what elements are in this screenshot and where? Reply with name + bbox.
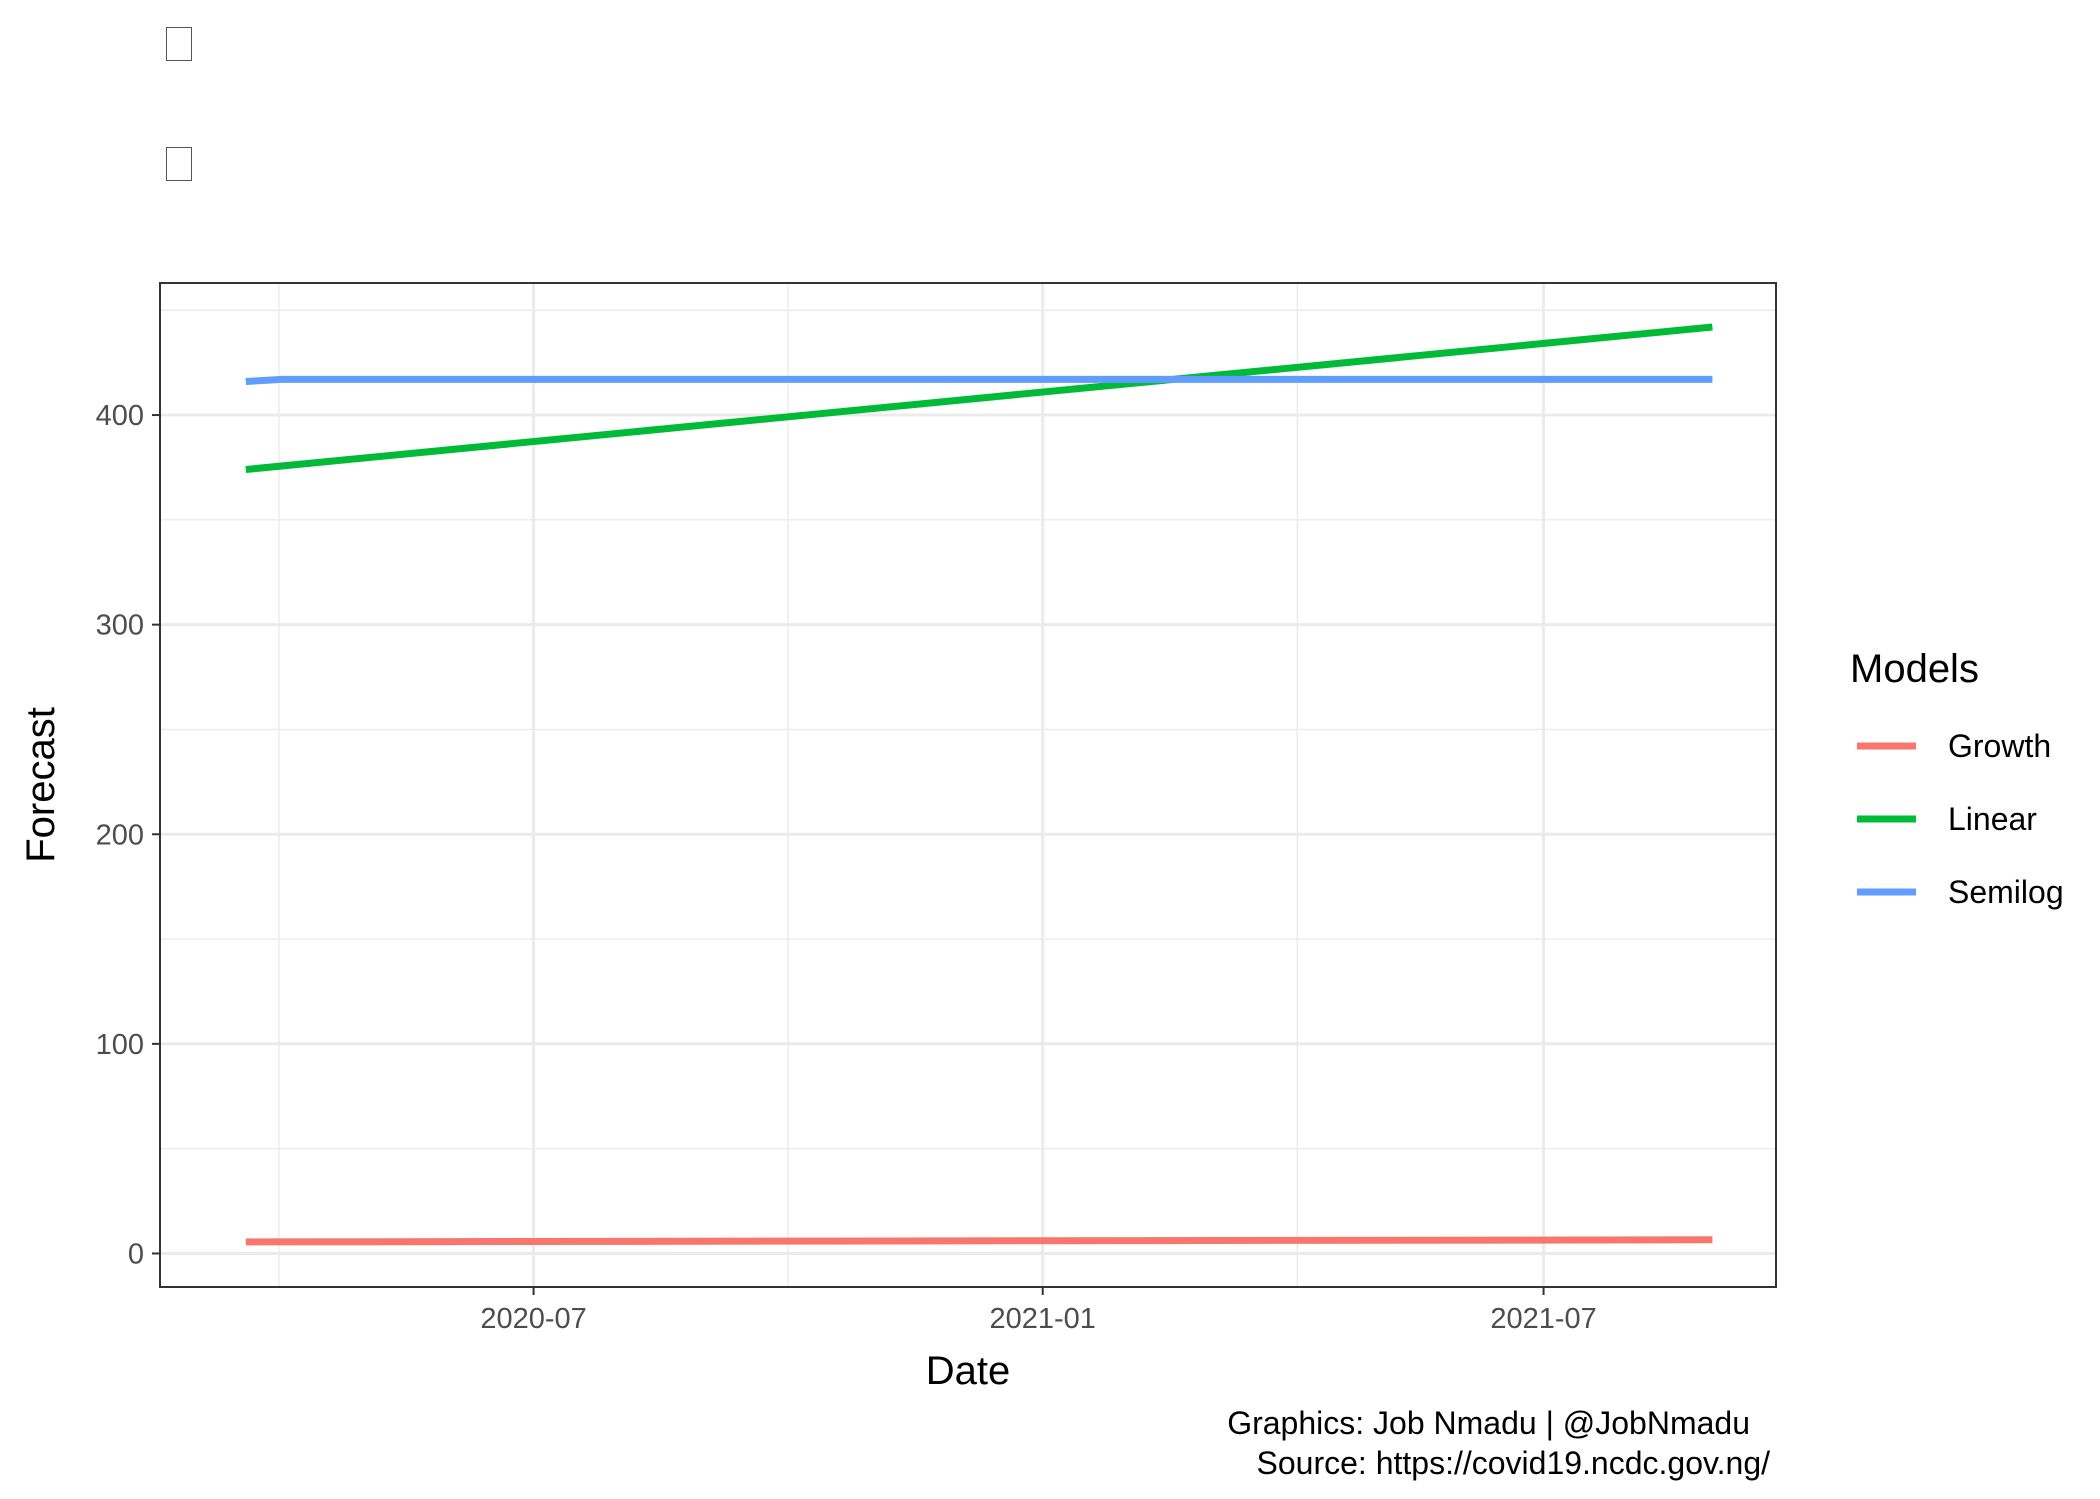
series-line-semilog <box>245 375 1713 385</box>
x-tick-label: 2020-07 <box>480 1303 586 1335</box>
grid-layer <box>160 283 1776 1287</box>
legend: Models Growth Linear Semilog <box>1850 647 2064 910</box>
x-tick-label: 2021-07 <box>1490 1303 1596 1335</box>
y-tick-label: 300 <box>96 610 144 642</box>
series-line-growth <box>245 1236 1713 1246</box>
y-tick-label: 200 <box>96 819 144 851</box>
missing-glyph-icon <box>166 147 192 181</box>
y-axis-title: Forecast <box>19 707 63 863</box>
series-line-linear <box>245 323 1713 473</box>
x-axis-title: Date <box>926 1349 1011 1393</box>
legend-title: Models <box>1850 647 1979 691</box>
y-tick-label: 0 <box>128 1238 144 1270</box>
legend-label-growth: Growth <box>1948 728 2051 764</box>
panel-border <box>159 282 1777 1288</box>
legend-label-semilog: Semilog <box>1948 874 2064 910</box>
y-tick-label: 100 <box>96 1029 144 1061</box>
caption-credit: Graphics: Job Nmadu | @JobNmadu <box>1227 1405 1750 1441</box>
axis-layer: 0 100 200 300 400 2020-07 2021-01 2021-07 <box>96 400 1597 1335</box>
series-layer <box>245 323 1713 1246</box>
x-tick-label: 2021-01 <box>989 1303 1095 1335</box>
y-tick-label: 400 <box>96 400 144 432</box>
missing-glyph-icon <box>166 27 192 61</box>
caption-source: Source: https://covid19.ncdc.gov.ng/ <box>1256 1445 1770 1481</box>
legend-label-linear: Linear <box>1948 801 2037 837</box>
